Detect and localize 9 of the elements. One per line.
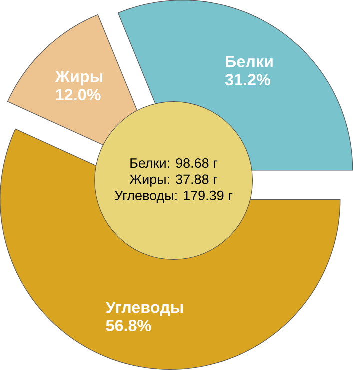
data-label: 31.2% bbox=[225, 74, 270, 86]
slice-label: Жиры bbox=[55, 71, 102, 86]
text: Жиры: 37.88 г bbox=[130, 174, 218, 187]
text: Углеводы: 179.39 г bbox=[114, 190, 233, 204]
slice-label: Белки bbox=[226, 56, 273, 68]
slice-label: Углеводы bbox=[106, 302, 183, 316]
text: Белки: 98.68 г bbox=[130, 158, 218, 168]
data-label: 12.0% bbox=[56, 89, 101, 101]
data-label: 56.8% bbox=[106, 320, 152, 332]
